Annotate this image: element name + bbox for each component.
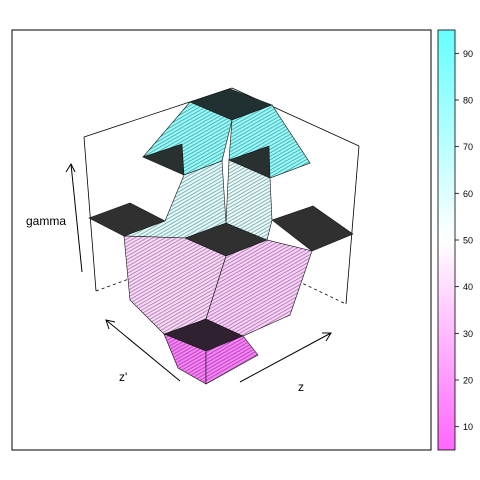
y-axis-label: z' [119, 370, 127, 384]
x-axis-label: z [298, 380, 304, 394]
surface [89, 89, 353, 384]
colorkey-tick-label: 50 [463, 236, 473, 246]
colorkey-tick-label: 20 [463, 376, 473, 386]
colorkey-tick-label: 70 [463, 142, 473, 152]
colorkey-tick-label: 10 [463, 422, 473, 432]
colorkey-tick-label: 30 [463, 329, 473, 339]
colorkey-ticks: 10 20 30 40 50 60 70 80 90 [455, 49, 473, 432]
colorkey-tick-label: 80 [463, 96, 473, 106]
colorkey-tick-label: 90 [463, 49, 473, 59]
colorkey-tick-label: 60 [463, 189, 473, 199]
z-axis-label: gamma [26, 214, 66, 228]
colorkey-bar [438, 30, 455, 450]
colorkey-tick-label: 40 [463, 282, 473, 292]
